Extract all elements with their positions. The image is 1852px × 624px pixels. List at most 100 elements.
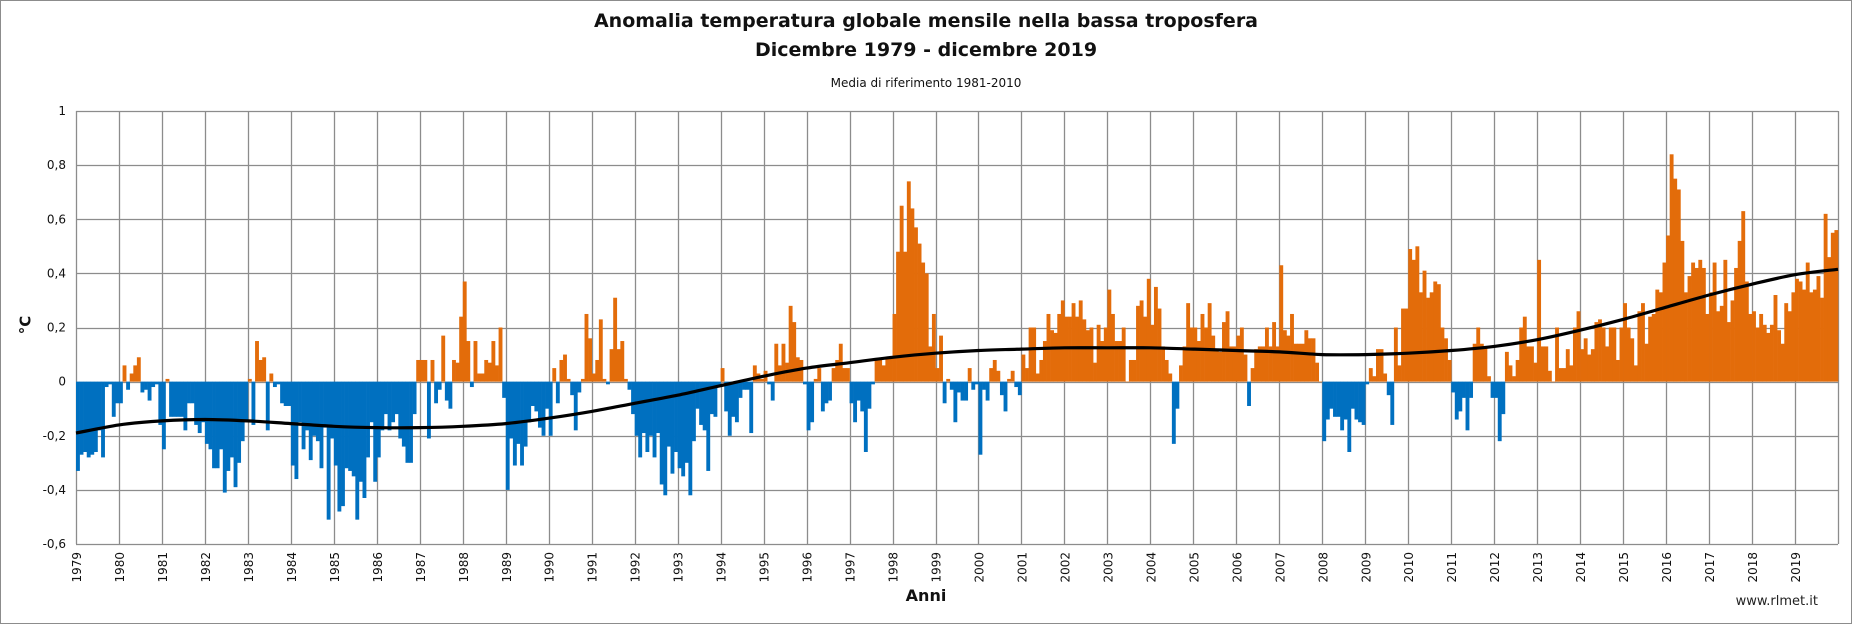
bar (426, 381, 431, 439)
bar (1483, 346, 1488, 382)
bar (656, 381, 661, 434)
bar (1161, 346, 1166, 382)
bar (1071, 303, 1076, 382)
bar (1322, 381, 1327, 442)
bar (982, 381, 986, 390)
x-tick-label: 1997 (844, 552, 858, 583)
bar (1100, 341, 1105, 382)
bar (473, 341, 478, 382)
bar (104, 381, 109, 388)
bar (409, 381, 413, 463)
bar (555, 381, 560, 404)
bar (1418, 292, 1423, 382)
bar (140, 381, 145, 393)
bar (441, 335, 446, 382)
bar (552, 368, 557, 382)
bar (666, 381, 671, 447)
bar (1007, 378, 1012, 382)
bar (824, 381, 829, 404)
bar (1590, 349, 1595, 382)
x-tick-label: 2008 (1316, 552, 1330, 583)
bar (1401, 308, 1405, 382)
bar (437, 381, 442, 390)
x-tick-label: 1980 (113, 552, 127, 583)
bar (1325, 381, 1330, 420)
bar (154, 381, 159, 385)
bar (871, 381, 875, 385)
bar (1315, 362, 1320, 382)
bar (1222, 322, 1226, 382)
chart-subtitle: Media di riferimento 1981-2010 (830, 76, 1022, 90)
bar (1433, 281, 1438, 382)
bar (1239, 327, 1244, 382)
bar (305, 381, 310, 431)
bar (584, 313, 589, 382)
bar (1060, 300, 1065, 382)
bar (373, 381, 378, 482)
bar (1487, 376, 1491, 382)
bar (917, 243, 922, 382)
bar (1479, 343, 1484, 382)
x-tick-label: 1985 (328, 552, 342, 583)
bar (1744, 281, 1749, 382)
bar (985, 381, 990, 401)
bar (1025, 368, 1029, 382)
bar (856, 381, 861, 401)
bar (670, 381, 675, 474)
bar (942, 381, 947, 404)
x-tick-label: 1993 (672, 552, 686, 583)
x-tick-label: 2007 (1273, 552, 1287, 583)
x-tick-label: 2017 (1703, 552, 1717, 583)
bar (1669, 154, 1674, 382)
bar (401, 381, 406, 447)
bar (341, 381, 345, 507)
bar (1795, 278, 1799, 382)
bar (1719, 305, 1724, 382)
bar (1537, 259, 1542, 382)
bar (1712, 262, 1717, 382)
bar (122, 365, 127, 382)
bar (1587, 354, 1592, 382)
bar (477, 373, 481, 382)
bar (770, 381, 775, 401)
bar (1515, 359, 1520, 382)
x-tick-label: 1998 (887, 552, 901, 583)
bar (1096, 324, 1101, 382)
bar (906, 181, 911, 382)
bar (1601, 327, 1606, 382)
bar (1150, 324, 1155, 382)
bar (1791, 292, 1796, 382)
bar (1612, 327, 1617, 382)
bar (1726, 322, 1731, 382)
bar (1426, 297, 1431, 382)
bar (1676, 189, 1681, 382)
bar (1422, 270, 1427, 382)
bar (244, 381, 249, 423)
bar (1716, 311, 1721, 382)
bar (215, 381, 220, 469)
x-tick-label: 1986 (371, 552, 385, 583)
bar (935, 368, 940, 382)
bar (910, 208, 915, 382)
bar (498, 327, 503, 382)
x-tick-label: 1992 (629, 552, 643, 583)
bar (788, 305, 793, 382)
bar (298, 381, 302, 423)
bar (1361, 381, 1366, 425)
bar (1333, 381, 1337, 417)
bar (1028, 327, 1033, 382)
bar (1204, 327, 1208, 382)
bar (1530, 346, 1534, 382)
bar (1769, 324, 1774, 382)
bar (623, 378, 628, 382)
bar (534, 381, 539, 412)
bar (677, 381, 682, 469)
bar (1709, 292, 1713, 382)
bar (914, 227, 918, 382)
bar (1565, 349, 1570, 382)
bar (487, 362, 492, 382)
bar (430, 359, 435, 382)
bar (817, 368, 822, 382)
bar (1440, 327, 1445, 382)
bar (1551, 381, 1556, 383)
